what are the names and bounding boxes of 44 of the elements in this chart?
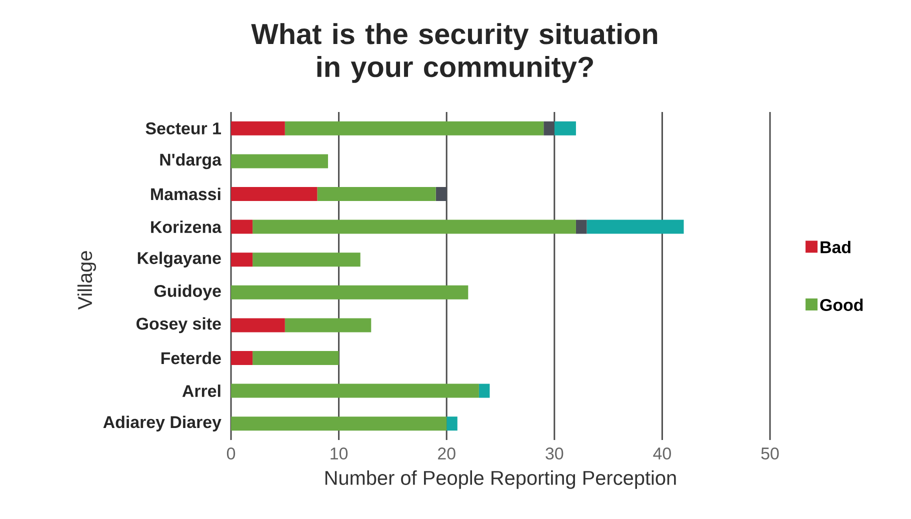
x-tick-label: 10: [330, 448, 348, 460]
bar: [586, 220, 684, 234]
chart-title: What is the security situation in your community?: [251, 23, 658, 83]
bar: [231, 220, 253, 234]
bar: [231, 285, 468, 300]
y-tick-label: Guidoye: [154, 284, 221, 300]
y-axis-title: Village: [77, 251, 96, 310]
bar: [231, 384, 479, 398]
legend-label: Bad: [820, 240, 850, 254]
legend-label: Good: [820, 298, 863, 312]
bar: [231, 154, 328, 168]
bar: [231, 121, 285, 136]
y-tick-label: N'darga: [160, 153, 222, 170]
bar: [446, 416, 458, 431]
bar: [544, 121, 554, 136]
x-tick-label: 50: [761, 448, 779, 460]
y-tick-label: Arrel: [182, 384, 220, 398]
bar: [554, 121, 576, 136]
y-tick-label: Gosey site: [136, 317, 221, 334]
x-axis-title: Number of People Reporting Perception: [325, 470, 676, 489]
bar: [317, 186, 436, 201]
bar: [231, 350, 253, 365]
y-tick-label: Kelgayane: [138, 252, 221, 268]
bar: [252, 252, 360, 267]
bar: [252, 220, 576, 234]
y-tick-label: Adiarey Diarey: [103, 416, 222, 432]
bar: [284, 121, 544, 136]
y-tick-label: Korizena: [151, 220, 222, 234]
y-tick-label: Mamassi: [151, 188, 220, 200]
bar: [284, 318, 372, 332]
bar: [436, 186, 447, 201]
y-tick-label: Feterde: [161, 352, 221, 364]
y-tick-label: Secteur 1: [146, 122, 221, 134]
bar: [231, 186, 318, 201]
bar: [231, 416, 447, 431]
x-tick-label: 30: [546, 448, 564, 460]
x-tick-label: 40: [653, 448, 671, 460]
bar: [576, 220, 587, 234]
bar: [231, 252, 253, 267]
bar: [231, 318, 285, 332]
x-tick-label: 20: [438, 448, 456, 460]
bar: [252, 350, 339, 365]
bar: [478, 384, 490, 398]
x-tick-label: 0: [226, 448, 236, 460]
